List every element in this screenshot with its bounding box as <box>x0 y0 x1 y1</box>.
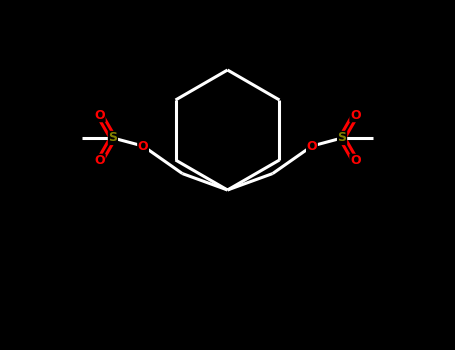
Text: O: O <box>138 140 148 153</box>
Text: O: O <box>95 154 105 167</box>
Text: O: O <box>307 140 317 153</box>
Text: S: S <box>108 132 117 145</box>
Text: O: O <box>350 154 360 167</box>
Text: O: O <box>95 108 105 121</box>
Text: S: S <box>338 132 347 145</box>
Text: O: O <box>350 108 360 121</box>
